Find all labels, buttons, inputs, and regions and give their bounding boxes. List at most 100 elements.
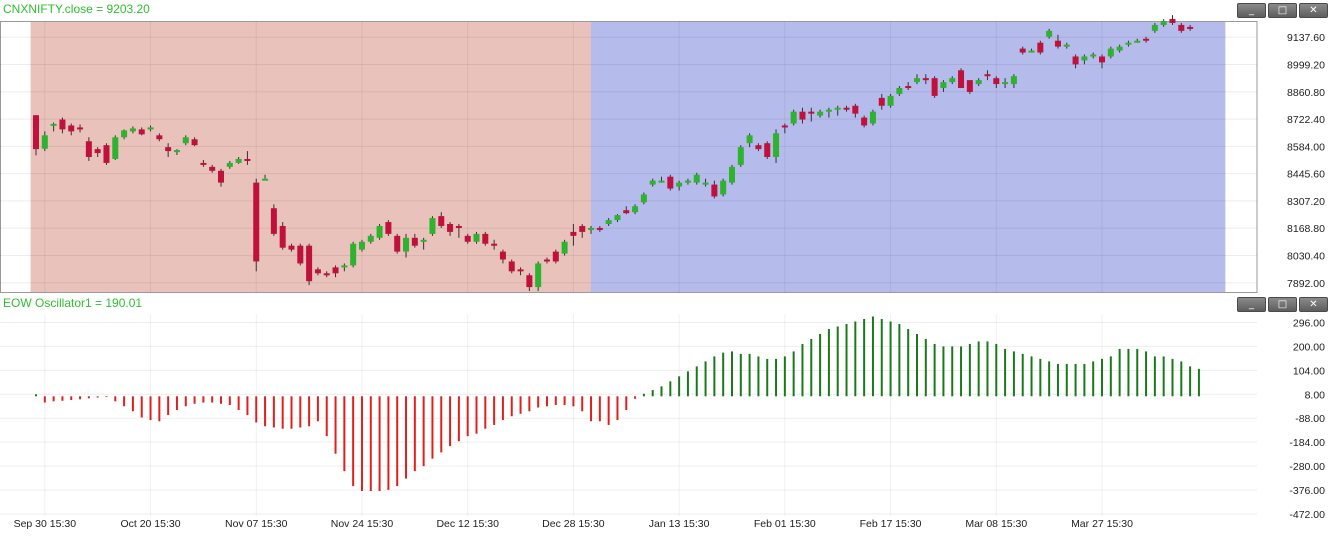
candle-body: [403, 237, 410, 252]
price-chart[interactable]: 9137.60 8999.20 8860.80 8722.40 8584.00 8445.…: [0, 0, 1331, 300]
candle-body: [896, 88, 903, 94]
price-y-tick-label: 8999.20: [1287, 60, 1325, 72]
candle-body: [535, 263, 542, 288]
candle-body: [129, 128, 136, 132]
candle-body: [561, 241, 568, 254]
osc-y-tick-label: 296.00: [1293, 317, 1325, 329]
price-plot-border: [0, 21, 1258, 293]
osc-y-tick-label: -280.00: [1289, 461, 1325, 473]
candle-body: [588, 227, 595, 230]
candle-body: [984, 74, 991, 77]
candle-body: [958, 70, 965, 89]
close-icon[interactable]: ✕: [1299, 297, 1328, 312]
candle-body: [438, 216, 445, 226]
candle-body: [773, 133, 780, 157]
candle-body: [764, 143, 771, 157]
candle-body: [1072, 56, 1079, 65]
x-tick-label: Jan 13 15:30: [649, 518, 710, 530]
candle-body: [138, 129, 145, 135]
candle-body: [156, 135, 163, 140]
candle-body: [1046, 30, 1053, 37]
candle-body: [1134, 40, 1141, 43]
candle-body: [517, 269, 524, 272]
close-icon[interactable]: ✕: [1299, 3, 1328, 18]
candle-body: [1002, 82, 1009, 85]
candle-body: [737, 147, 744, 165]
x-tick-label: Feb 17 15:30: [860, 518, 922, 530]
candle-body: [1010, 76, 1017, 85]
candle-body: [931, 78, 938, 96]
candle-body: [640, 194, 647, 203]
x-tick-label: Mar 08 15:30: [965, 518, 1027, 530]
candle-body: [165, 147, 172, 152]
candle-body: [482, 233, 489, 244]
price-region-0: [30, 21, 601, 293]
candle-body: [491, 243, 498, 246]
price-y-tick-label: 8584.00: [1287, 141, 1325, 153]
x-tick-label: Nov 24 15:30: [331, 518, 394, 530]
candle-body: [1169, 19, 1176, 23]
candle-body: [940, 82, 947, 89]
candle-body: [887, 95, 894, 106]
candle-body: [394, 235, 401, 252]
x-tick-label: Sep 30 15:30: [14, 518, 77, 530]
candle-body: [623, 210, 630, 214]
oscillator-chart[interactable]: 296.00 200.00 104.00 8.00 -88.00 -184.00 -280.…: [0, 300, 1331, 543]
candle-body: [218, 170, 225, 183]
candle-body: [632, 206, 639, 213]
candle-body: [33, 115, 39, 150]
candle-body: [1037, 42, 1044, 53]
price-y-tick-label: 7892.00: [1287, 278, 1325, 290]
candle-body: [817, 111, 824, 116]
candle-body: [799, 111, 806, 120]
candle-body: [306, 245, 313, 282]
x-tick-label: Nov 07 15:30: [225, 518, 288, 530]
candle-body: [112, 137, 119, 159]
candle-body: [1019, 48, 1026, 53]
candle-body: [288, 245, 295, 250]
restore-icon[interactable]: □: [1268, 297, 1297, 312]
candle-body: [411, 237, 418, 246]
price-y-tick-label: 8307.20: [1287, 196, 1325, 208]
candle-body: [508, 261, 515, 272]
candle-body: [552, 251, 559, 262]
candle-body: [68, 125, 75, 132]
price-y-tick-label: 8722.40: [1287, 114, 1325, 126]
candle-body: [746, 135, 753, 144]
candle-body: [455, 225, 462, 228]
candle-body: [94, 149, 101, 154]
candle-body: [949, 78, 956, 83]
candle-body: [499, 251, 506, 260]
x-tick-label: Oct 20 15:30: [120, 518, 180, 530]
candle-body: [1090, 54, 1097, 57]
x-tick-label: Dec 28 15:30: [542, 518, 605, 530]
price-region-1: [590, 21, 1226, 293]
candle-body: [755, 145, 762, 150]
x-tick-label: Feb 01 15:30: [754, 518, 816, 530]
price-pane-window-controls: _ □ ✕: [1237, 3, 1328, 18]
minimize-icon[interactable]: _: [1237, 297, 1266, 312]
candle-body: [253, 182, 260, 262]
candle-body: [191, 139, 198, 146]
candle-body: [1081, 56, 1088, 61]
candle-body: [605, 220, 612, 225]
osc-y-tick-label: -184.00: [1289, 437, 1325, 449]
candle-body: [420, 239, 427, 242]
candle-body: [649, 180, 656, 185]
candle-body: [543, 259, 550, 262]
candle-body: [922, 78, 929, 81]
restore-icon[interactable]: □: [1268, 3, 1297, 18]
candle-body: [1116, 46, 1123, 51]
candle-body: [878, 97, 885, 106]
minimize-icon[interactable]: _: [1237, 3, 1266, 18]
candle-body: [614, 215, 621, 221]
candle-body: [59, 119, 66, 130]
candle-body: [1187, 26, 1194, 29]
candle-body: [684, 180, 691, 183]
candle-body: [77, 127, 84, 130]
price-y-tick-label: 8860.80: [1287, 87, 1325, 99]
candle-body: [966, 80, 973, 92]
osc-y-tick-label: 104.00: [1293, 365, 1325, 377]
candle-body: [341, 265, 348, 268]
